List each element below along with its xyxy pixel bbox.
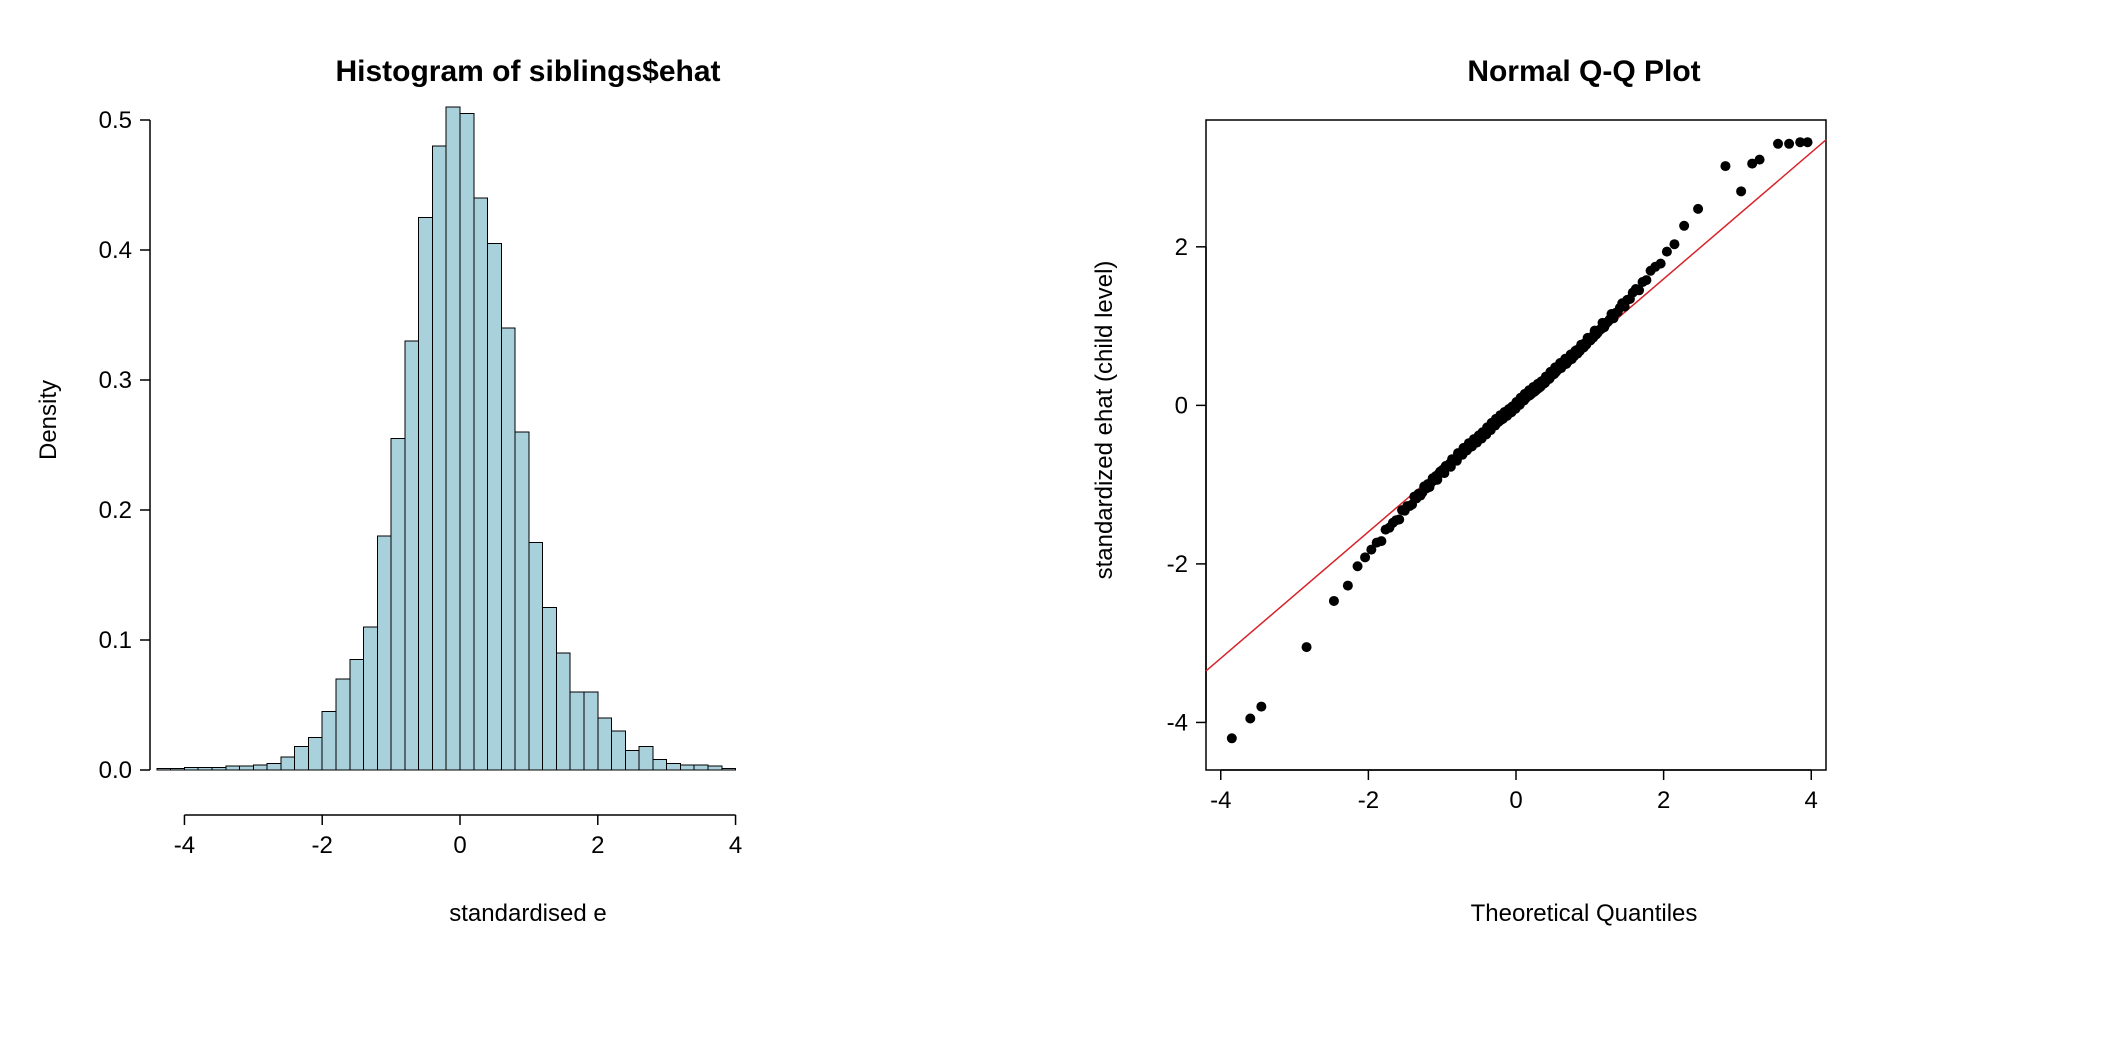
svg-text:0.5: 0.5: [99, 107, 132, 134]
svg-text:2: 2: [591, 832, 604, 859]
svg-text:0.3: 0.3: [99, 367, 132, 394]
svg-text:0.0: 0.0: [99, 757, 132, 784]
svg-text:-2: -2: [312, 832, 333, 859]
svg-text:4: 4: [1805, 787, 1818, 814]
svg-text:-2: -2: [1167, 551, 1188, 578]
svg-text:0.2: 0.2: [99, 497, 132, 524]
svg-text:0.1: 0.1: [99, 627, 132, 654]
histogram-plot: 0.0 0.1 0.2 0.3 0.4 0.5 -4 -2 0 2 4: [0, 0, 1056, 1056]
svg-text:4: 4: [729, 832, 742, 859]
svg-text:2: 2: [1175, 234, 1188, 261]
svg-text:2: 2: [1657, 787, 1670, 814]
svg-text:0.4: 0.4: [99, 237, 132, 264]
histogram-panel: Histogram of siblings$ehat 0.00.10.20.30…: [0, 0, 1056, 1056]
svg-text:-4: -4: [174, 832, 195, 859]
svg-text:-4: -4: [1210, 787, 1231, 814]
figure: Histogram of siblings$ehat 0.00.10.20.30…: [0, 0, 2112, 1056]
qqplot-xlabel: Theoretical Quantiles: [1056, 900, 2112, 928]
qqplot-panel: Normal Q-Q Plot -4-2024-4-202 Theoretica…: [1056, 0, 2112, 1056]
histogram-xlabel: standardised e: [0, 900, 1056, 928]
svg-text:-2: -2: [1358, 787, 1379, 814]
qqplot-ylabel: standardized ehat (child level): [1091, 190, 1119, 650]
svg-text:0: 0: [453, 832, 466, 859]
histogram-ylabel: Density: [35, 220, 63, 620]
qqplot-plot: -4 -2 0 2 4 -4 -2 0 2: [1056, 0, 2112, 1056]
svg-text:0: 0: [1509, 787, 1522, 814]
svg-text:-4: -4: [1167, 709, 1188, 736]
svg-text:0: 0: [1175, 392, 1188, 419]
